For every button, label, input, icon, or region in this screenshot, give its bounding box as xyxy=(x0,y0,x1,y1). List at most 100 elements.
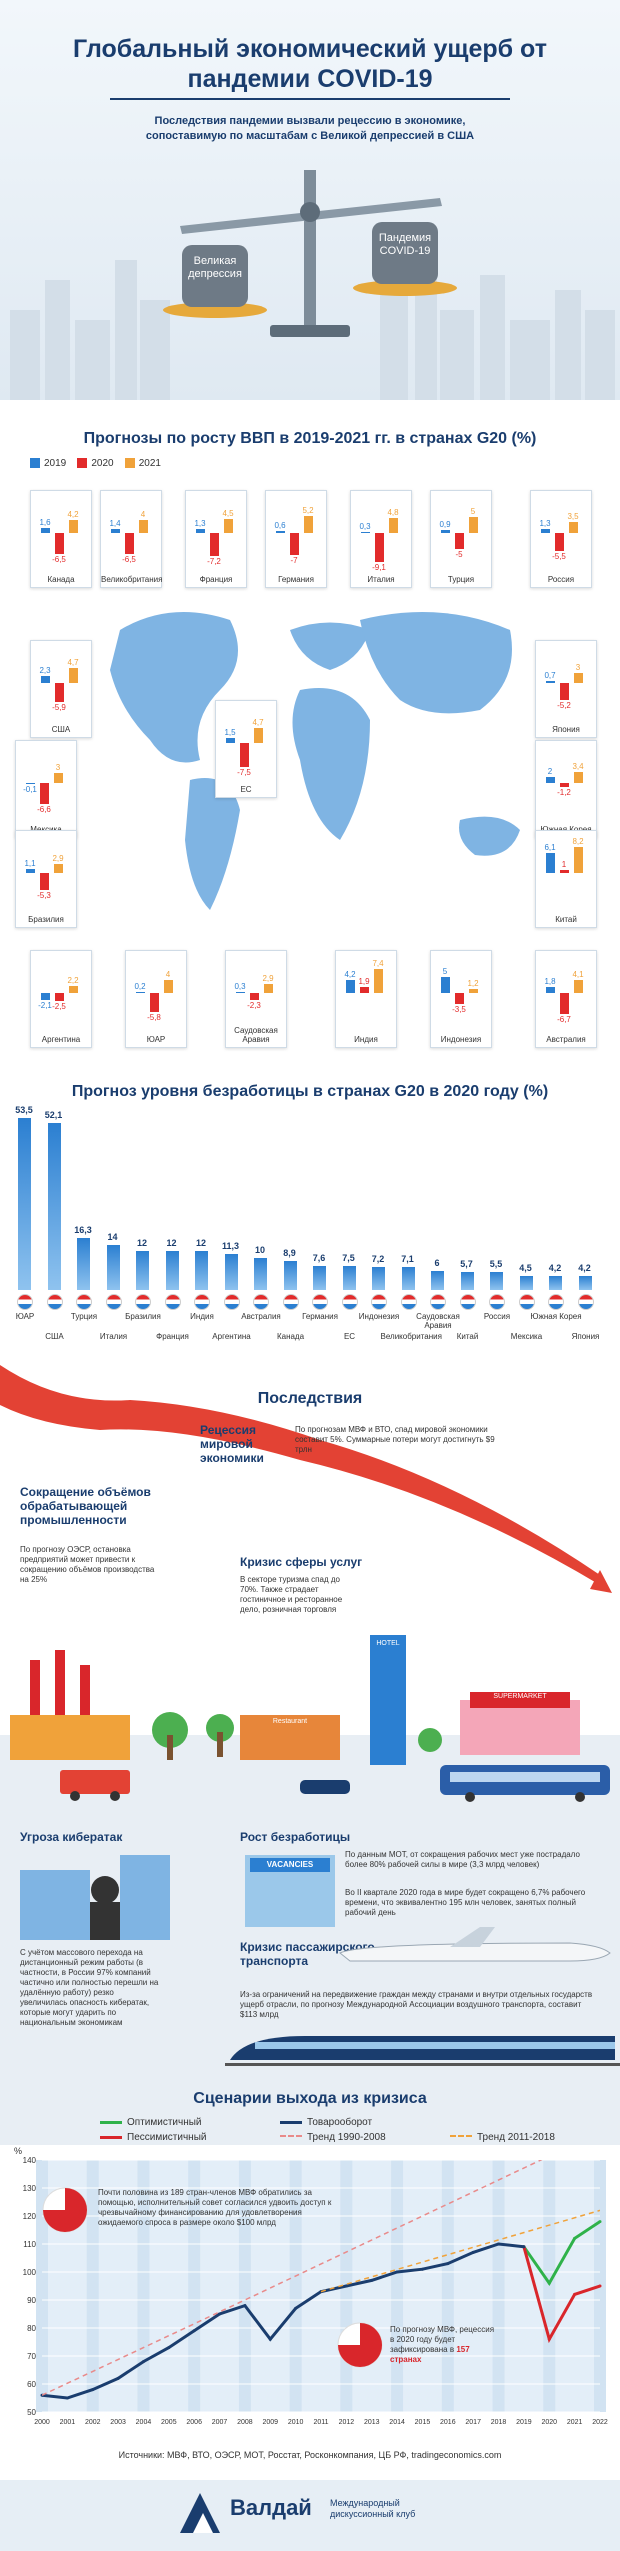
year-band xyxy=(36,2160,48,2412)
gdp-value-label: -2,1 xyxy=(38,1000,52,1010)
unemployment-country-name: Франция xyxy=(156,1332,189,1341)
gdp-value-label: 2 xyxy=(547,766,553,776)
gdp-value-label: -6,5 xyxy=(122,554,136,564)
unemployment-value: 4,5 xyxy=(519,1262,532,1273)
gdp-country-name: Бразилия xyxy=(28,915,64,924)
sources-note: Источники: МВФ, ВТО, ОЭСР, МОТ, Росстат,… xyxy=(118,2450,502,2460)
unemployment-value: 11,3 xyxy=(221,1240,240,1251)
brand-name: Валдай xyxy=(230,2495,312,2520)
unemployment-country-name: Великобритания xyxy=(380,1332,442,1341)
gdp-bar-2019 xyxy=(546,776,555,783)
unemployment-value: 7,1 xyxy=(401,1254,414,1265)
gdp-bar-2020 xyxy=(125,533,134,554)
x-tick-label: 2007 xyxy=(212,2419,228,2426)
gdp-country-name: ЕС xyxy=(240,785,252,794)
valdai-logo-icon xyxy=(180,2493,220,2533)
gdp-bar-2021 xyxy=(264,983,273,993)
country-flag-icon xyxy=(459,1294,476,1310)
gdp-bar-2021 xyxy=(574,772,583,783)
train-illustration xyxy=(225,2036,620,2066)
gdp-bar-2020 xyxy=(560,683,569,700)
gdp-value-label: 1 xyxy=(561,859,567,869)
gdp-country-box: 2 -1,2 3,4 Южная Корея xyxy=(535,740,597,838)
unemployment-country-name: Австралия xyxy=(241,1312,281,1321)
unemployment-country-name: Китай xyxy=(456,1332,479,1341)
unemployment-value: 16,3 xyxy=(74,1224,92,1235)
gdp-bar-2020 xyxy=(555,533,564,551)
series-line-Пессимистичный xyxy=(522,2246,600,2344)
data-point xyxy=(598,2284,602,2288)
unemployment-bar xyxy=(224,1253,238,1290)
pie-icon-imf xyxy=(42,2187,88,2233)
unemployment-country-name: Канада xyxy=(276,1332,305,1341)
data-point xyxy=(522,2245,526,2249)
gdp-value-label: 0,9 xyxy=(439,520,451,530)
gdp-bar-2020 xyxy=(560,783,569,787)
country-flag-icon xyxy=(518,1294,535,1310)
data-point xyxy=(243,2304,247,2308)
gdp-value-label: -5,9 xyxy=(52,702,66,712)
country-flag-icon xyxy=(17,1294,33,1310)
gdp-country-name: Канада xyxy=(47,575,75,584)
x-tick-label: 2008 xyxy=(237,2419,253,2426)
unemployment-bar xyxy=(549,1276,562,1290)
series-line-Тренд 2011-2018 xyxy=(320,2209,600,2293)
cyber-title: Угроза кибератак xyxy=(20,1830,123,1844)
scenario-legend-item: Товарооборот xyxy=(280,2117,372,2128)
gdp-bar-2020 xyxy=(210,533,219,557)
unemployment-bar xyxy=(77,1237,90,1290)
unemployment-country-name: Италия xyxy=(99,1332,128,1341)
gdp-value-label: 4 xyxy=(165,970,171,980)
gdp-value-label: -2,3 xyxy=(247,1001,261,1011)
gdp-value-label: 2,3 xyxy=(39,665,51,675)
gdp-value-label: 0,2 xyxy=(134,982,146,991)
unemployment-text-1: По данным МОТ, от сокращения рабочих мес… xyxy=(345,1850,580,1869)
country-flag-icon xyxy=(489,1294,505,1310)
gdp-bar-2019 xyxy=(41,527,50,533)
unemployment-country-name: ЕС xyxy=(343,1332,356,1341)
gdp-country-name: Саудовская Аравия xyxy=(234,1026,278,1044)
gdp-country-box: -0,1 -6,6 3 Мексика xyxy=(15,740,77,838)
unemployment-value: 8,9 xyxy=(283,1248,296,1259)
scenario-legend-item: Тренд 2011-2018 xyxy=(450,2132,555,2143)
gdp-country-box: 0,3 -9,1 4,8 Италия xyxy=(350,490,412,588)
gdp-value-label: -5,5 xyxy=(552,551,566,561)
x-tick-label: 2003 xyxy=(110,2419,126,2426)
recession-text: По прогнозам МВФ и ВТО, спад мировой эко… xyxy=(295,1425,495,1454)
gdp-bar-2020 xyxy=(40,873,49,890)
gdp-value-label: 4,7 xyxy=(252,717,264,727)
gdp-bar-2019 xyxy=(236,992,245,993)
unemployment-country-name: Южная Корея xyxy=(530,1312,582,1321)
gdp-value-label: 0,3 xyxy=(359,522,371,531)
legend-label: Товарооборот xyxy=(307,2117,373,2128)
legend-item-2019: 2019 xyxy=(30,458,66,469)
data-point xyxy=(141,2360,145,2364)
gdp-bar-2020 xyxy=(455,993,464,1005)
gdp-value-label: 1,3 xyxy=(539,518,551,528)
gdp-country-box: 0,3 -2,3 2,9 Саудовская Аравия xyxy=(225,950,287,1048)
gdp-bar-2020 xyxy=(240,743,249,767)
y-axis-label: % xyxy=(14,2146,22,2156)
scenarios-chart: 50 60 70 80 90 100 110 120 130 140% 2000 2001 2002 20… xyxy=(14,2146,608,2426)
gdp-bar-2019 xyxy=(546,987,555,993)
data-point xyxy=(344,2284,348,2288)
x-tick-label: 2010 xyxy=(288,2419,304,2426)
scenario-note-recession: По прогнозу МВФ, рецессия в 2020 году бу… xyxy=(390,2325,495,2364)
gdp-bar-2021 xyxy=(304,516,313,533)
gdp-bar-2019 xyxy=(111,528,120,533)
city-skyline xyxy=(10,260,615,400)
gdp-value-label: -1,2 xyxy=(557,787,571,797)
gdp-value-label: 1,4 xyxy=(109,518,121,528)
gdp-value-label: 3 xyxy=(55,763,61,773)
gdp-country-box: 6,1 1 8,2 Китай xyxy=(535,830,597,928)
gdp-bar-2021 xyxy=(139,520,148,533)
gdp-bar-2019 xyxy=(26,783,35,784)
country-flag-icon xyxy=(312,1294,328,1310)
country-flag-icon xyxy=(341,1294,358,1310)
gdp-value-label: -7,2 xyxy=(207,557,221,567)
legend-label: Тренд 1990-2008 xyxy=(307,2132,386,2143)
unemployment-value: 12 xyxy=(166,1238,177,1249)
unemployment-value: 12 xyxy=(195,1238,206,1249)
unemployment-value: 52,1 xyxy=(44,1109,63,1120)
gdp-value-label: -0,1 xyxy=(23,785,37,794)
